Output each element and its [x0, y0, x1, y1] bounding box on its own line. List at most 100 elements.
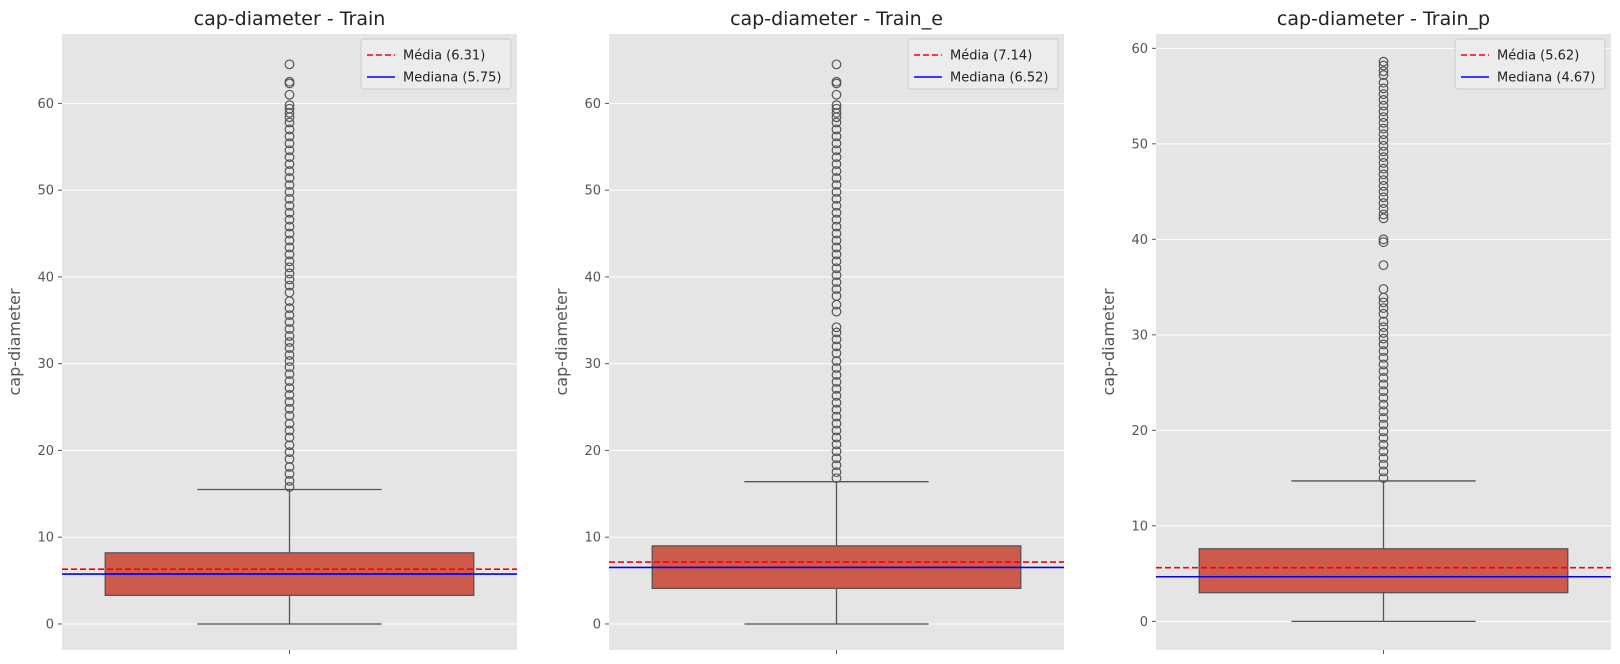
outlier-point [284, 396, 295, 407]
outlier-point [831, 242, 842, 253]
outlier-point [1378, 89, 1389, 100]
outlier-point [284, 242, 295, 253]
outlier-point [831, 334, 842, 345]
outlier-point [284, 350, 295, 360]
outlier-point [1378, 406, 1389, 417]
y-tick-label: 0 [1140, 615, 1148, 630]
y-tick-label: 30 [584, 357, 601, 372]
y-tick-label: 30 [37, 357, 54, 372]
outlier-point [831, 439, 842, 450]
outlier-point [831, 467, 842, 478]
outlier-point [1378, 203, 1389, 214]
outlier-point [831, 200, 842, 211]
outlier-point [284, 287, 295, 298]
outlier-point [831, 306, 842, 317]
outlier-point [1378, 328, 1389, 338]
outlier-point [284, 310, 295, 321]
outlier-point [831, 404, 842, 415]
outlier-point [1378, 70, 1389, 80]
outlier-point [1378, 106, 1389, 117]
y-tick-label: 20 [37, 444, 54, 459]
outlier-point [831, 425, 842, 436]
outlier-point [831, 108, 842, 118]
outlier-point [831, 221, 842, 232]
outlier-point [1378, 372, 1389, 383]
iqr-box [1198, 548, 1569, 594]
outlier-point [284, 228, 295, 239]
legend: Média (5.62) Mediana (4.67) [1454, 38, 1606, 90]
outlier-point [284, 76, 295, 87]
outlier-point [831, 173, 842, 183]
outlier-point [284, 376, 295, 386]
outlier-point [831, 370, 842, 380]
outlier-point [284, 152, 295, 163]
outlier-point [284, 410, 295, 421]
outlier-point [1378, 260, 1389, 271]
outlier-point [1378, 192, 1389, 203]
outlier-point [1378, 146, 1389, 157]
outlier-point [284, 256, 295, 267]
y-axis-label: cap-diameter [5, 288, 24, 395]
outlier-point [284, 274, 295, 285]
outlier-point [1378, 169, 1389, 180]
outlier-point [284, 447, 295, 458]
outlier-point [1378, 60, 1389, 71]
outlier-point [1378, 198, 1389, 208]
outlier-point [1378, 453, 1389, 463]
outlier-point [284, 468, 295, 479]
outlier-point [831, 327, 842, 338]
outlier-point [284, 117, 295, 128]
outlier-point [284, 303, 295, 314]
outlier-point [831, 284, 842, 294]
outlier-point [1378, 316, 1389, 327]
outlier-point [284, 383, 295, 393]
outlier-point [284, 440, 295, 451]
outlier-point [284, 390, 295, 400]
outlier-point [284, 418, 295, 429]
outlier-point [1378, 473, 1389, 483]
outlier-point [284, 159, 295, 170]
legend: Média (6.31) Mediana (5.75) [360, 38, 512, 90]
outlier-point [284, 180, 295, 190]
y-tick-label: 50 [37, 184, 54, 199]
outlier-point [831, 446, 842, 457]
outlier-point [1378, 94, 1389, 105]
outlier-point [831, 103, 842, 114]
outlier-point [1378, 284, 1389, 294]
outlier-point [284, 207, 295, 218]
legend-label-median: Mediana (6.52) [950, 71, 1048, 86]
y-tick-label: 60 [584, 97, 601, 112]
outlier-point [284, 337, 295, 347]
y-tick-label: 10 [37, 531, 54, 546]
legend-label-mean: Média (6.31) [403, 49, 485, 64]
outlier-point [1378, 129, 1389, 140]
outlier-point [1378, 366, 1389, 377]
outlier-point [831, 249, 842, 260]
outlier-point [1378, 135, 1389, 145]
y-tick-label: 20 [1131, 424, 1148, 439]
y-axis-label: cap-diameter [552, 288, 571, 395]
outlier-point [831, 453, 842, 464]
outlier-point [284, 454, 295, 465]
chart-title: cap-diameter - Train_p [1277, 8, 1490, 30]
outlier-point [831, 383, 842, 394]
legend-box [907, 38, 1059, 90]
chart-panel-2: 0 10 20 30 40 50 60 cap-diameter cap-diameter - … [552, 8, 1064, 654]
outlier-point [831, 356, 842, 366]
outlier-point [1378, 359, 1389, 370]
y-tick-label: 40 [584, 270, 601, 285]
outlier-point [1378, 339, 1389, 350]
outlier-point [831, 59, 842, 70]
outlier-point [831, 152, 842, 163]
outlier-point [831, 124, 842, 135]
outlier-point [1378, 112, 1389, 122]
outlier-point [831, 418, 842, 429]
legend-label-median: Mediana (5.75) [403, 71, 501, 86]
outlier-point [831, 322, 842, 333]
outlier-point [284, 221, 295, 232]
outlier-point [831, 377, 842, 387]
outlier-point [284, 317, 295, 327]
outlier-point [284, 403, 295, 414]
outlier-point [284, 324, 295, 334]
outlier-point [284, 343, 295, 353]
